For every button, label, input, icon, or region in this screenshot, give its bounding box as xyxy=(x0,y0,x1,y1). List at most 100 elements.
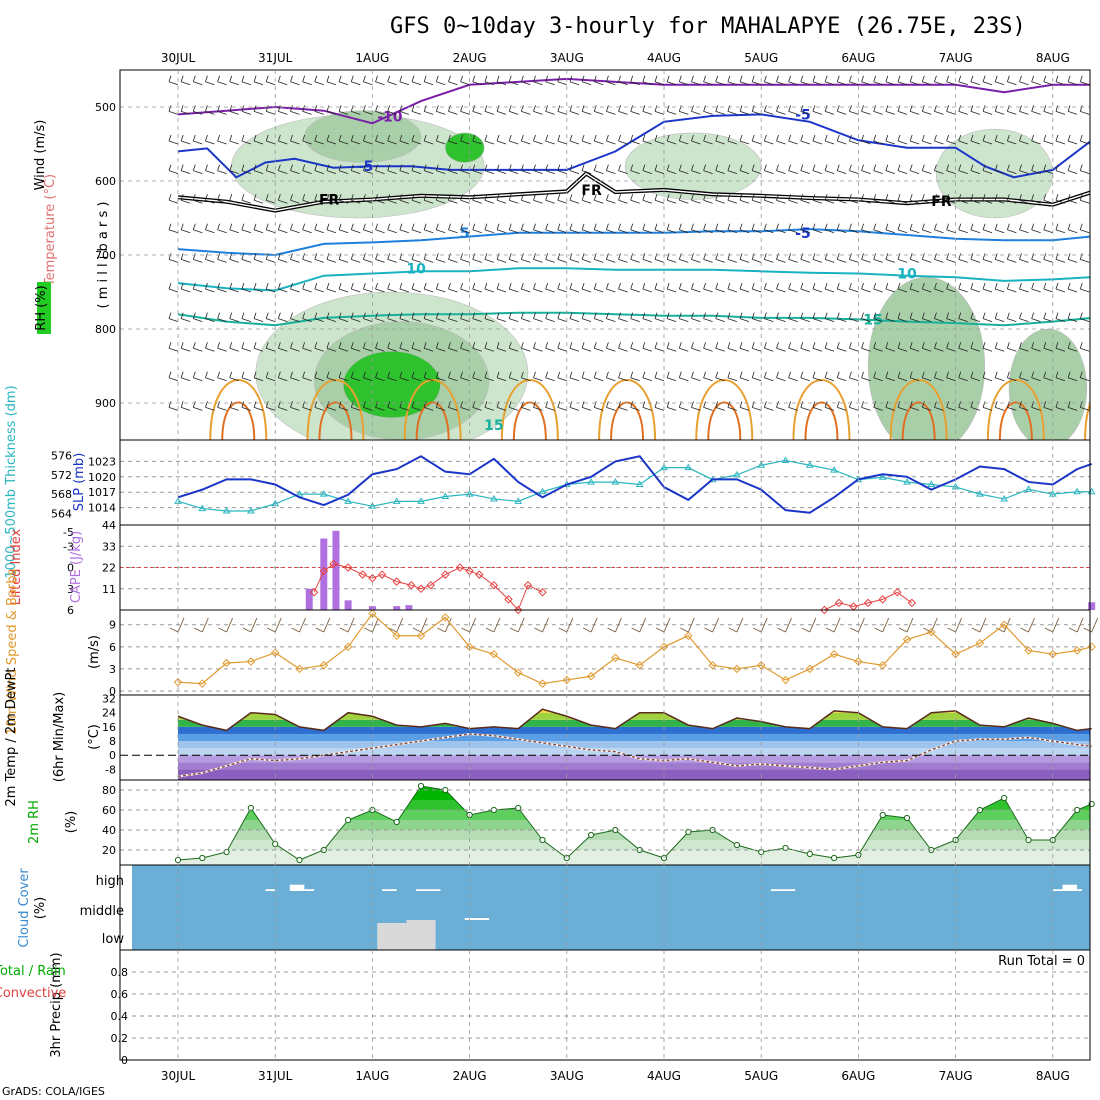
wind-barb xyxy=(703,312,713,322)
wind-barb xyxy=(399,312,409,322)
wind-barb xyxy=(836,223,847,234)
wind-barb xyxy=(861,105,871,115)
wind-barb xyxy=(1031,401,1041,411)
rh-point xyxy=(782,844,789,852)
thickness-tick: 576 xyxy=(51,450,72,463)
wind-barb xyxy=(606,194,616,204)
wind-barb xyxy=(788,253,798,263)
wind-barb xyxy=(630,194,640,204)
wind-barb xyxy=(411,312,422,322)
isotherm-label-6: 5 xyxy=(460,226,470,242)
thickness-point xyxy=(587,478,595,485)
wind-barb xyxy=(678,164,689,174)
wind-barb xyxy=(727,223,738,234)
wind-barb xyxy=(363,105,373,115)
wind-barb xyxy=(1043,371,1053,382)
wind-barb xyxy=(290,75,300,86)
wind-barb xyxy=(909,312,920,322)
wind-barb xyxy=(435,75,446,86)
wind-barb xyxy=(994,223,1005,234)
date-label-bottom: 8AUG xyxy=(1036,1069,1070,1083)
wind-barb-10m xyxy=(607,617,622,633)
wind-barb-10m xyxy=(194,617,209,633)
wind-barb xyxy=(508,75,519,86)
wind10m-unit-label: (m/s) xyxy=(87,635,102,669)
wind-speed-point xyxy=(198,679,207,688)
cloud-band-11 xyxy=(406,920,436,950)
wind-barb xyxy=(739,223,750,234)
li-point xyxy=(489,580,499,590)
wind-barb-10m xyxy=(266,617,282,633)
wind-barb xyxy=(545,342,555,352)
wind-barb xyxy=(229,312,239,322)
upper-ytick: 500 xyxy=(95,101,116,114)
wind-barb xyxy=(508,371,519,382)
wind-barb xyxy=(606,105,616,115)
wind-barb xyxy=(800,105,810,115)
wind-barb-10m xyxy=(291,617,306,633)
wind-barb xyxy=(776,371,786,382)
isotherm-25-0 xyxy=(221,401,256,440)
precip-tick: 0.6 xyxy=(111,988,129,1001)
wind-barb xyxy=(618,401,628,411)
date-label-top: 7AUG xyxy=(939,51,973,65)
wind-barb xyxy=(836,194,847,204)
wind-barb xyxy=(739,401,750,411)
wind-barb xyxy=(812,194,823,204)
wind-barb xyxy=(618,134,628,145)
wind-barb xyxy=(387,75,397,86)
wind-barb xyxy=(217,194,227,204)
wind-barb xyxy=(654,223,665,234)
wind-barb xyxy=(593,282,604,293)
wind-barb xyxy=(217,223,227,234)
wind-barb xyxy=(375,371,385,382)
li-series-late xyxy=(824,591,913,611)
rh2m-axis-label: 2m RH xyxy=(27,800,42,844)
wind-barb xyxy=(994,75,1005,86)
wind-barb xyxy=(399,342,409,352)
temp-band-6 xyxy=(178,726,1090,734)
wind-barb xyxy=(387,223,397,234)
rh-point xyxy=(490,806,497,814)
wind-barb xyxy=(934,105,944,115)
isotherm-label-4: FR xyxy=(581,183,602,199)
wind-barb xyxy=(1055,194,1066,204)
wind-barb xyxy=(496,223,507,234)
wind-barb xyxy=(387,164,397,174)
wind-barb xyxy=(569,342,580,352)
wind-barb xyxy=(448,371,458,382)
cape-tick: 11 xyxy=(102,583,116,596)
wind-speed-point xyxy=(465,642,474,652)
wind-barb xyxy=(1055,342,1066,352)
wind-barb xyxy=(302,223,312,234)
wind-barb xyxy=(873,223,883,234)
wind-barb xyxy=(326,342,337,352)
wind-barb xyxy=(1067,253,1078,263)
wind-barb xyxy=(533,134,543,145)
wind-barb xyxy=(411,401,422,411)
thickness-point xyxy=(538,487,547,495)
wind-barb xyxy=(678,371,689,382)
wind-barb xyxy=(776,253,786,263)
wind-barb xyxy=(1079,371,1090,382)
wind-barb xyxy=(168,371,179,382)
wind-barb xyxy=(375,223,385,234)
wind-speed-point xyxy=(1048,649,1058,659)
rh-tick: 40 xyxy=(102,824,116,837)
isotherm-25-8 xyxy=(998,401,1033,440)
wind-barb-10m xyxy=(801,617,817,633)
wind-barb-10m xyxy=(412,617,428,633)
li-point xyxy=(455,563,465,572)
slp-tick: 1023 xyxy=(88,455,116,468)
wind-tick: 3 xyxy=(109,663,116,676)
wind-barb xyxy=(581,282,592,293)
wind-barb xyxy=(1031,194,1041,204)
cape-bar xyxy=(393,606,401,610)
wind-barb xyxy=(897,342,908,352)
wind-barb xyxy=(1031,371,1041,382)
wind-barb xyxy=(326,312,337,322)
wind-barb xyxy=(241,105,252,115)
wind-barb xyxy=(229,194,239,204)
run-total-label: Run Total = 0 xyxy=(998,954,1085,969)
wind-barb xyxy=(520,75,531,86)
